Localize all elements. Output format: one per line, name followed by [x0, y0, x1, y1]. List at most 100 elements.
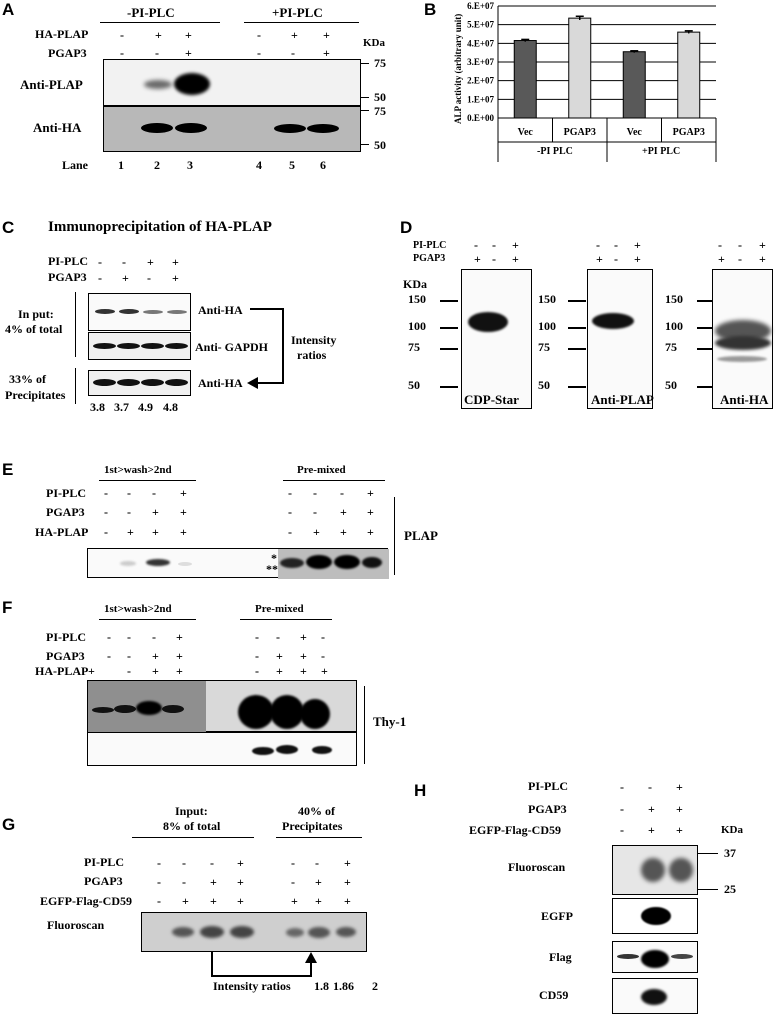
panel-d-marker-tick	[568, 386, 586, 388]
panel-a-kda: KDa	[363, 37, 385, 49]
panel-g-row1: PI-PLC	[84, 855, 124, 869]
panel-e-header1: 1st>wash>2nd	[104, 464, 172, 476]
panel-f-row3-sign-4: +	[176, 664, 183, 678]
y-tick-label: 3.E+07	[467, 57, 494, 67]
panel-g-row3: EGFP-Flag-CD59	[40, 894, 132, 908]
panel-e-row3-sign-2: +	[127, 525, 134, 539]
panel-d-row1-sign-1-2: -	[492, 238, 496, 252]
panel-h-blot1-label: Fluoroscan	[508, 860, 566, 874]
panel-a-row1-sign-5: +	[291, 28, 298, 42]
marker-25: 25	[724, 882, 736, 896]
panel-e-row3-sign-3: +	[152, 525, 159, 539]
panel-f-row2-sign-2: -	[127, 649, 131, 663]
y-tick-label: 5.E+07	[467, 20, 494, 30]
panel-g-blot	[141, 912, 367, 952]
panel-g-row1-sign-2: -	[182, 856, 186, 870]
panel-g-row3-sign-4: +	[237, 894, 244, 908]
panel-a-row1-sign-6: +	[323, 28, 330, 42]
y-tick-label: 2.E+07	[467, 76, 494, 86]
panel-c-ratio-2: 3.7	[114, 400, 129, 414]
panel-g-row1-sign-6: -	[315, 856, 319, 870]
panel-d-marker-3-50: 50	[665, 378, 677, 392]
panel-f-row3-sign-2: -	[127, 664, 131, 678]
panel-c-intensity1: Intensity	[291, 333, 337, 347]
panel-d-kda: KDa	[403, 277, 427, 291]
marker-75b: 75	[374, 104, 386, 118]
panel-g-row3-sign-2: +	[182, 894, 189, 908]
lane-number-3: 3	[187, 158, 193, 172]
panel-c-ratio-3: 4.9	[138, 400, 153, 414]
panel-e-row2-sign-8: +	[367, 505, 374, 519]
x-tick-label: Vec	[627, 127, 643, 138]
panel-e-blot	[87, 548, 389, 579]
panel-a-row1: HA-PLAP	[35, 27, 89, 41]
panel-d-row2-sign-3-2: -	[738, 252, 742, 266]
panel-g-row3-sign-1: -	[157, 894, 161, 908]
x-tick-label: PGAP3	[673, 127, 705, 138]
panel-c-row1-sign-3: +	[147, 255, 154, 269]
panel-e-row1: PI-PLC	[46, 486, 86, 500]
marker-50a: 50	[374, 90, 386, 104]
panel-f-row1-sign-1: -	[107, 630, 111, 644]
panel-g-row2-sign-4: +	[237, 875, 244, 889]
panel-b-chart: 0.E+00 1.E+07 2.E+07 3.E+07 4.E+07 5.E+07 6.E+…	[467, 1, 717, 162]
panel-c-ratio-1: 3.8	[90, 400, 105, 414]
panel-d-row2-sign-1-2: -	[492, 252, 496, 266]
panel-e-star2: **	[266, 562, 278, 576]
panel-c-bracket-arrow	[247, 308, 284, 389]
panel-d-marker-2-50: 50	[538, 378, 550, 392]
panel-h-row3-sign-2: +	[648, 823, 655, 837]
panel-g-ratio-label: Intensity ratios	[213, 979, 291, 993]
panel-f-row1-sign-6: -	[276, 630, 280, 644]
panel-c-title: Immunoprecipitation of HA-PLAP	[48, 219, 272, 235]
panel-g-row3-sign-7: +	[344, 894, 351, 908]
lane-number-5: 5	[289, 158, 295, 172]
panel-g-row2: PGAP3	[84, 874, 123, 888]
panel-d-row1-sign-3-1: -	[718, 238, 722, 252]
panel-g-row2-sign-1: -	[157, 875, 161, 889]
panel-f-label: F	[2, 598, 13, 617]
panel-a-blot-plap	[103, 59, 361, 106]
panel-d-marker-tick	[697, 327, 715, 329]
panel-f-row2-sign-7: +	[300, 649, 307, 663]
panel-d-row1-sign-1-3: +	[512, 238, 519, 252]
panel-g-header1a: Input:	[175, 804, 208, 818]
panel-f-row2: PGAP3	[46, 649, 85, 663]
panel-c-row1: PI-PLC	[48, 254, 88, 268]
panel-d-marker-tick	[697, 300, 715, 302]
panel-d-marker-tick	[568, 327, 586, 329]
panel-g-blot-label: Fluoroscan	[47, 918, 105, 932]
panel-f-row2-sign-1: -	[107, 649, 111, 663]
panel-g-ratio-2: 1.86	[333, 979, 354, 993]
panel-f-row1-sign-2: -	[127, 630, 131, 644]
panel-d-marker-tick	[440, 327, 458, 329]
y-tick-label: 6.E+07	[467, 1, 494, 11]
panel-c-row2-sign-3: -	[147, 271, 151, 285]
panel-c-precip2: Precipitates	[5, 388, 66, 402]
panel-d-row1-sign-2-1: -	[596, 238, 600, 252]
panel-h-row1-sign-2: -	[648, 780, 652, 794]
panel-e-row2-sign-5: -	[288, 505, 292, 519]
panel-f-side: Thy-1	[373, 714, 407, 729]
panel-d-blot-plap	[587, 269, 653, 409]
panel-g-ratio-3: 2	[372, 979, 378, 993]
panel-h-row2-sign-3: +	[676, 802, 683, 816]
panel-f-row3-sign-8: +	[321, 664, 328, 678]
panel-g-row2-sign-5: -	[291, 875, 295, 889]
panel-e-row2: PGAP3	[46, 505, 85, 519]
panel-h-blot-cd59	[612, 978, 698, 1014]
panel-e-row1-sign-2: -	[127, 486, 131, 500]
panel-f-row1-sign-5: -	[255, 630, 259, 644]
panel-d-blot3-label: Anti-HA	[720, 392, 769, 407]
panel-c-row1-sign-4: +	[172, 255, 179, 269]
panel-g-row3-sign-5: +	[291, 894, 298, 908]
panel-f-row2-sign-5: -	[255, 649, 259, 663]
panel-g-row2-sign-7: +	[344, 875, 351, 889]
panel-a-row1-sign-4: -	[257, 28, 261, 42]
panel-h-blot4-label: CD59	[539, 988, 569, 1002]
panel-a-row2-sign-2: -	[155, 46, 159, 60]
panel-d-row2-sign-2-2: -	[614, 252, 618, 266]
panel-d-marker-3-150: 150	[665, 292, 683, 306]
panel-g-header1b: 8% of total	[163, 819, 221, 833]
